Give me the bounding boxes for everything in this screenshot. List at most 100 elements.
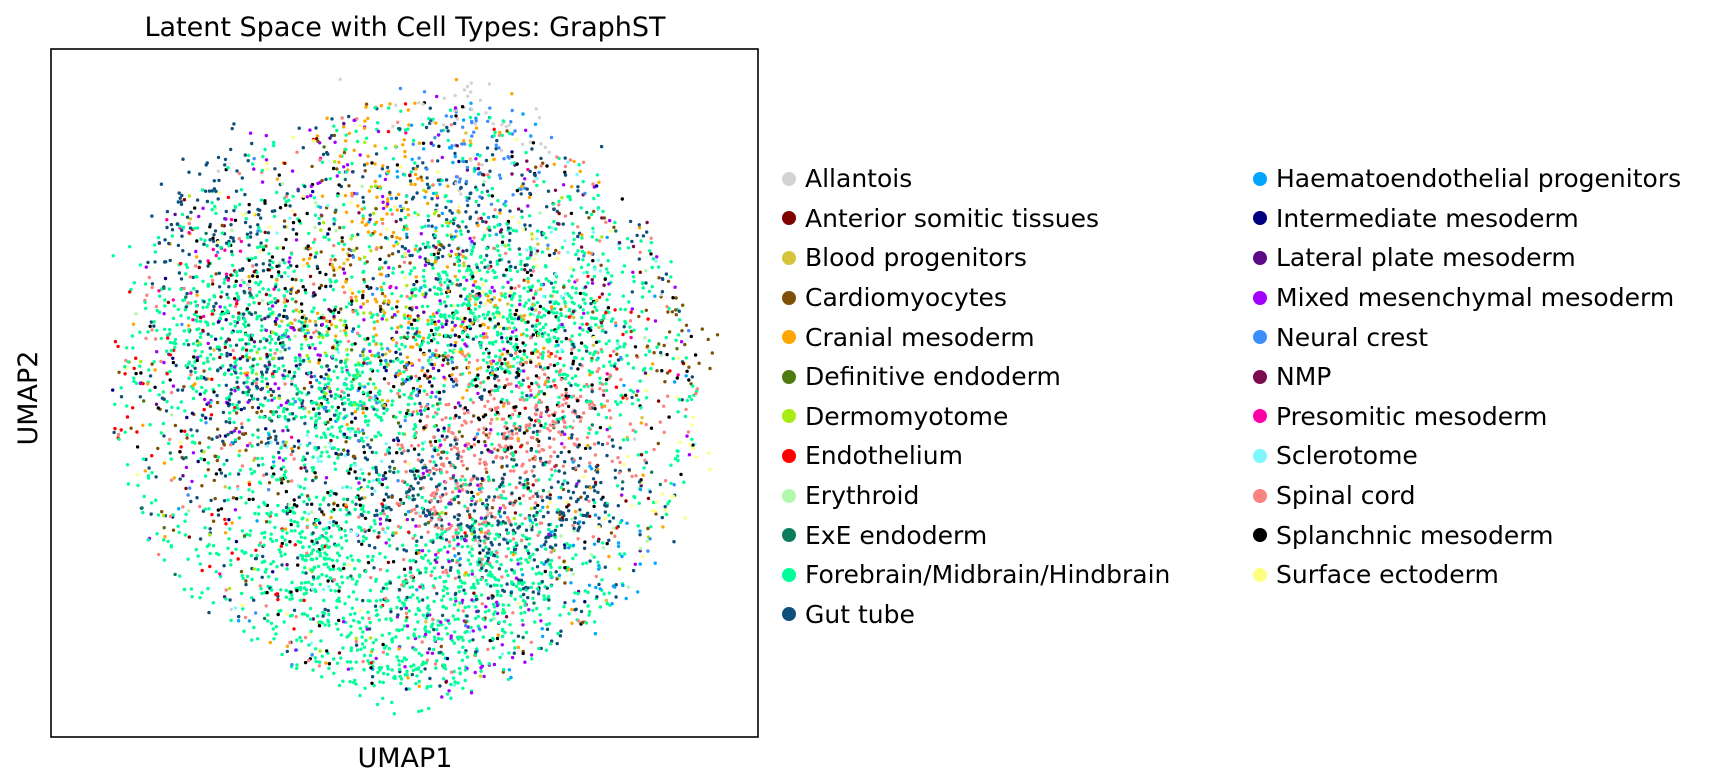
scatter-point — [208, 238, 212, 242]
scatter-point — [346, 370, 350, 375]
scatter-point — [269, 537, 273, 541]
scatter-point — [204, 231, 208, 236]
scatter-point — [355, 407, 360, 411]
scatter-point — [189, 373, 193, 377]
scatter-point — [195, 255, 199, 259]
scatter-point — [291, 194, 295, 199]
scatter-point — [228, 417, 232, 421]
scatter-point — [431, 366, 436, 370]
scatter-point — [154, 475, 158, 479]
scatter-point — [282, 473, 286, 477]
scatter-point — [463, 354, 467, 358]
scatter-point — [329, 438, 333, 443]
scatter-point — [541, 325, 546, 330]
scatter-point — [379, 415, 383, 420]
scatter-point — [562, 397, 566, 401]
scatter-point — [187, 194, 192, 198]
scatter-point — [430, 159, 434, 163]
scatter-point — [365, 284, 369, 289]
scatter-point — [260, 591, 264, 596]
scatter-point — [427, 380, 432, 384]
scatter-point — [266, 390, 270, 394]
scatter-point — [258, 280, 263, 284]
scatter-point — [639, 239, 643, 243]
scatter-point — [311, 557, 315, 562]
scatter-point — [255, 519, 259, 523]
scatter-point — [405, 615, 409, 620]
scatter-point — [626, 585, 631, 589]
scatter-point — [435, 591, 439, 596]
scatter-point — [252, 379, 256, 383]
scatter-point — [468, 236, 472, 241]
scatter-point — [532, 465, 536, 469]
scatter-point — [239, 239, 244, 244]
scatter-point — [204, 320, 208, 324]
scatter-point — [453, 438, 457, 442]
scatter-point — [652, 447, 656, 452]
scatter-point — [240, 432, 245, 436]
scatter-point — [536, 592, 541, 596]
scatter-point — [532, 474, 536, 478]
scatter-point — [655, 345, 659, 349]
scatter-point — [323, 481, 328, 485]
scatter-point — [456, 681, 460, 685]
scatter-point — [285, 644, 290, 648]
scatter-point — [535, 429, 539, 434]
scatter-point — [336, 627, 340, 631]
scatter-point — [257, 301, 261, 306]
scatter-point — [260, 531, 264, 535]
scatter-point — [345, 387, 349, 391]
scatter-point — [510, 429, 514, 433]
scatter-point — [655, 255, 659, 259]
scatter-point — [497, 133, 501, 137]
scatter-point — [499, 400, 503, 404]
scatter-point — [552, 311, 556, 315]
scatter-point — [397, 395, 402, 399]
scatter-point — [232, 408, 236, 413]
scatter-point — [333, 396, 337, 400]
scatter-point — [518, 513, 523, 517]
scatter-point — [271, 310, 275, 315]
scatter-point — [491, 340, 495, 345]
scatter-point — [389, 607, 393, 611]
scatter-point — [506, 302, 510, 306]
scatter-point — [582, 311, 586, 316]
scatter-point — [123, 430, 127, 434]
scatter-point — [476, 609, 480, 613]
scatter-point — [304, 337, 308, 341]
scatter-point — [462, 261, 466, 265]
scatter-point — [426, 224, 431, 228]
scatter-point — [477, 162, 481, 166]
scatter-point — [349, 631, 353, 635]
scatter-point — [348, 263, 353, 267]
scatter-point — [442, 123, 446, 127]
scatter-point — [373, 386, 378, 390]
scatter-point — [265, 338, 269, 342]
scatter-point — [458, 282, 463, 287]
scatter-point — [592, 500, 597, 505]
scatter-point — [317, 660, 322, 664]
scatter-point — [545, 385, 550, 389]
scatter-point — [444, 606, 448, 610]
scatter-point — [441, 605, 445, 609]
scatter-point — [414, 305, 419, 310]
scatter-point — [490, 442, 494, 446]
x-axis-label: UMAP1 — [358, 743, 453, 774]
scatter-point — [182, 298, 187, 302]
scatter-point — [449, 199, 453, 204]
scatter-point — [473, 616, 478, 621]
scatter-point — [156, 446, 160, 451]
scatter-point — [513, 286, 517, 290]
scatter-point — [295, 666, 299, 671]
scatter-point — [448, 349, 452, 353]
scatter-point — [600, 578, 604, 582]
scatter-point — [403, 102, 408, 106]
scatter-point — [462, 287, 466, 291]
scatter-point — [247, 275, 251, 279]
scatter-point — [486, 596, 490, 600]
scatter-point — [384, 541, 388, 545]
scatter-point — [447, 243, 451, 247]
scatter-point — [400, 627, 404, 632]
scatter-point — [635, 233, 639, 238]
scatter-point — [206, 360, 210, 364]
